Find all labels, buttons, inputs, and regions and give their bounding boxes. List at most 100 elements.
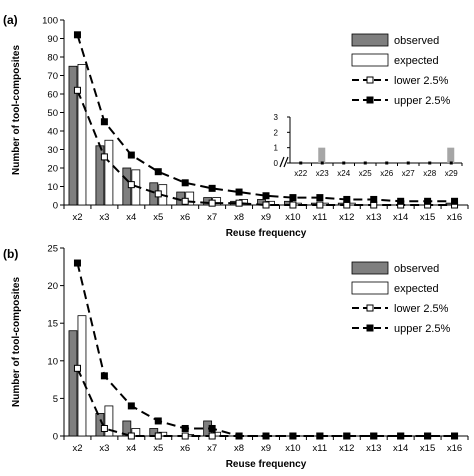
y-tick-label: 20 — [47, 281, 58, 292]
x-tick-label: x4 — [126, 443, 136, 454]
axis-break-mark — [279, 156, 285, 168]
point-upper-2-5 — [289, 194, 297, 202]
inset-chart: 0 1 2 3 x22 x23 x24 x25 x26 x27 x28 x29 — [274, 113, 463, 178]
point-upper-2-5 — [235, 188, 243, 196]
legend-label: lower 2.5% — [394, 75, 449, 87]
line-upper-2-5 — [76, 34, 455, 203]
inset-x-tick-label: x22 — [294, 169, 307, 178]
point-upper-2-5 — [289, 432, 297, 440]
point-upper-2-5 — [451, 197, 459, 205]
bar-expected — [104, 139, 114, 206]
panel-label: (a) — [3, 13, 18, 27]
y-axis-title: Number of tool-composites — [11, 45, 22, 175]
point-upper-2-5 — [208, 424, 216, 432]
inset-point — [428, 161, 432, 165]
point-lower-2-5 — [181, 432, 189, 440]
point-lower-2-5 — [181, 197, 189, 205]
x-tick-label: x15 — [420, 443, 435, 454]
y-tick-label: 0 — [53, 432, 58, 443]
bar-expected — [77, 64, 87, 206]
point-upper-2-5 — [73, 259, 81, 267]
line-lower-2-5 — [76, 89, 455, 206]
point-lower-2-5 — [100, 153, 108, 161]
point-upper-2-5 — [73, 31, 81, 39]
inset-x-tick-label: x27 — [402, 169, 415, 178]
inset-y-tick-label: 0 — [274, 159, 279, 168]
x-tick-label: x11 — [313, 212, 328, 223]
x-axis-title: Reuse frequency — [226, 459, 307, 470]
x-tick-label: x12 — [339, 443, 354, 454]
legend-label: upper 2.5% — [394, 323, 450, 335]
y-tick-label: 10 — [47, 356, 58, 367]
point-upper-2-5 — [451, 432, 459, 440]
inset-point — [320, 161, 324, 165]
x-tick-label: x13 — [366, 212, 381, 223]
inset-bar-observed — [447, 147, 455, 163]
point-upper-2-5 — [397, 197, 405, 205]
panel-label: (b) — [3, 247, 18, 261]
point-upper-2-5 — [397, 432, 405, 440]
x-tick-label: x10 — [285, 443, 300, 454]
legend-marker — [366, 96, 374, 104]
legend-label: expected — [394, 55, 439, 67]
legend-marker — [366, 76, 374, 84]
inset-y-tick-label: 3 — [274, 113, 279, 122]
x-tick-label: x16 — [447, 443, 462, 454]
x-tick-label: x8 — [234, 212, 244, 223]
bar-observed — [95, 413, 105, 437]
point-lower-2-5 — [154, 190, 162, 198]
legend-marker — [366, 324, 374, 332]
x-tick-label: x8 — [234, 443, 244, 454]
point-upper-2-5 — [154, 168, 162, 176]
panel-b: (b) 0 5 10 15 20 25 x2 x3 x4 x5 x6 x7 x8 x9 x10 x11 x12 x1… — [3, 244, 469, 470]
point-upper-2-5 — [100, 118, 108, 126]
inset-point — [449, 161, 453, 165]
point-lower-2-5 — [100, 424, 108, 432]
point-upper-2-5 — [370, 195, 378, 203]
legend-label: lower 2.5% — [394, 303, 449, 315]
point-upper-2-5 — [127, 151, 135, 159]
inset-y-tick-label: 2 — [274, 128, 279, 137]
inset-x-tick-label: x25 — [359, 169, 372, 178]
point-lower-2-5 — [262, 201, 270, 209]
y-tick-label: 90 — [47, 34, 58, 45]
bar-observed — [122, 420, 132, 437]
point-upper-2-5 — [235, 432, 243, 440]
inset-x-tick-label: x29 — [445, 169, 458, 178]
legend-swatch-observed — [351, 261, 389, 275]
point-lower-2-5 — [73, 364, 81, 372]
x-tick-label: x10 — [285, 212, 300, 223]
bar-expected — [77, 315, 87, 437]
y-tick-label: 5 — [53, 394, 58, 405]
inset-x-tick-label: x24 — [337, 169, 350, 178]
axis-break-mark — [283, 156, 289, 168]
x-tick-label: x11 — [313, 443, 328, 454]
point-lower-2-5 — [127, 181, 135, 189]
x-tick-label: x5 — [153, 443, 163, 454]
x-tick-label: x13 — [366, 443, 381, 454]
x-tick-label: x14 — [393, 212, 408, 223]
y-tick-label: 30 — [47, 145, 58, 156]
legend-label: observed — [394, 263, 439, 275]
point-upper-2-5 — [370, 432, 378, 440]
point-upper-2-5 — [127, 402, 135, 410]
x-tick-label: x2 — [72, 212, 82, 223]
point-lower-2-5 — [127, 432, 135, 440]
legend-swatch-expected — [351, 53, 389, 67]
point-lower-2-5 — [235, 199, 243, 207]
point-lower-2-5 — [154, 432, 162, 440]
x-tick-label: x2 — [72, 443, 82, 454]
point-lower-2-5 — [73, 86, 81, 94]
point-upper-2-5 — [262, 192, 270, 200]
y-tick-label: 0 — [53, 201, 58, 212]
point-upper-2-5 — [343, 432, 351, 440]
x-tick-label: x12 — [339, 212, 354, 223]
inset-y-tick-label: 1 — [274, 144, 279, 153]
inset-bar-observed — [318, 147, 326, 163]
point-upper-2-5 — [316, 194, 324, 202]
legend-swatch-observed — [351, 33, 389, 47]
x-tick-label: x7 — [207, 212, 217, 223]
bar-observed — [68, 65, 78, 206]
